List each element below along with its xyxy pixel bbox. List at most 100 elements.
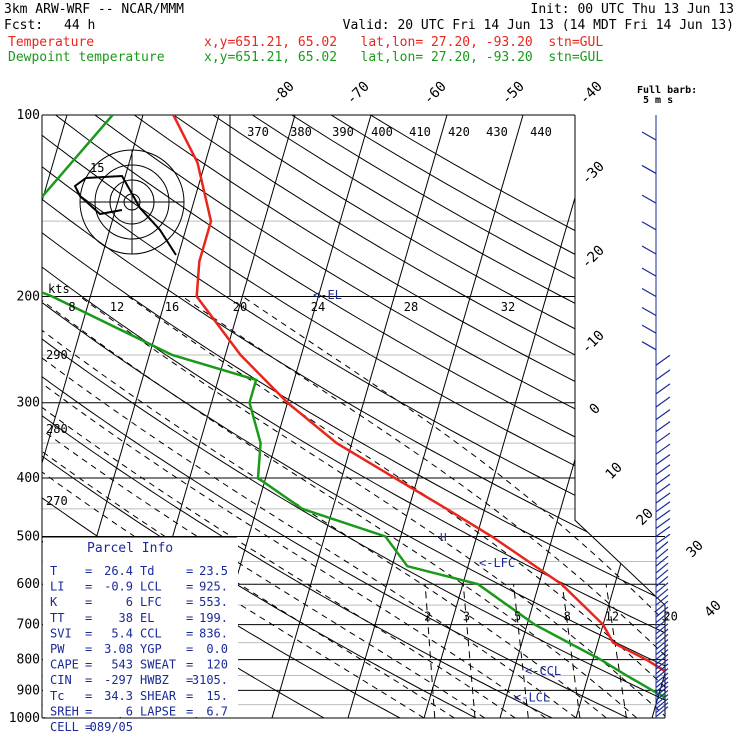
model-title: 3km ARW-WRF -- NCAR/MMM: [4, 2, 185, 17]
isotherm: [499, 115, 665, 718]
mixing-ratio-line: [605, 584, 627, 718]
parcel-key: Tc: [50, 689, 64, 703]
wind-barb: [655, 689, 669, 701]
parcel-eq: =: [85, 611, 92, 625]
wind-barb: [655, 588, 669, 600]
parcel-eq: =: [186, 642, 193, 656]
wind-barb: [641, 306, 657, 316]
parcel-value: 26.4: [104, 564, 133, 578]
wind-barb: [655, 443, 671, 455]
isotherm: [347, 115, 524, 718]
wind-barb: [655, 702, 669, 714]
mixing-ratio-line: [462, 584, 476, 718]
parcel-eq: =: [85, 704, 92, 718]
wind-barb: [655, 623, 669, 635]
parcel-eq: =: [85, 626, 92, 640]
wind-barb: [655, 474, 671, 485]
frame-right: [574, 115, 666, 718]
parcel-value: 15.: [206, 689, 228, 703]
parcel-key: SHEAR: [140, 689, 177, 703]
parcel-key: CCL: [140, 626, 162, 640]
wind-barb: [641, 194, 657, 204]
pressure-tick-label: 1000: [9, 711, 40, 726]
wind-barb: [655, 575, 669, 587]
isotherm: [271, 115, 448, 718]
wind-barb: [655, 562, 669, 574]
wind-barb: [655, 582, 669, 594]
parcel-value: 34.3: [104, 689, 133, 703]
theta-side-label: 280: [46, 422, 68, 436]
theta-tick-label: 410: [409, 125, 431, 139]
wind-barb: [641, 341, 657, 351]
isotherm: [423, 115, 600, 718]
moist-adiabat: [79, 296, 665, 718]
barb-legend-unit: 5 m s: [643, 95, 673, 106]
parcel-value: 3.08: [104, 642, 133, 656]
parcel-key: LAPSE: [140, 704, 176, 718]
wind-barb: [655, 454, 671, 466]
dewpoint-legend: Dewpoint temperature: [8, 50, 165, 65]
wind-barb: [655, 432, 671, 444]
theta-side-label: 270: [46, 494, 68, 508]
parcel-value: 199.: [199, 611, 228, 625]
level-annotation: <-LFC: [479, 556, 515, 570]
pressure-tick-label: 700: [17, 618, 40, 633]
wind-barb: [641, 245, 657, 255]
parcel-key: CAPE: [50, 658, 79, 672]
pressure-tick-label: 100: [17, 108, 40, 123]
parcel-value: -297: [104, 673, 133, 687]
pressure-tick-label: 400: [17, 471, 40, 486]
wind-barb: [655, 492, 671, 504]
pressure-tick-label: 900: [17, 683, 40, 698]
parcel-eq: =: [186, 626, 193, 640]
mixing-ratio-label: 3: [463, 610, 470, 624]
mixing-ratio-label: 2: [424, 610, 431, 624]
theta-tick-label: 430: [486, 125, 508, 139]
speed-unit-label: kts: [48, 282, 70, 296]
moist-adiabat: [42, 296, 607, 718]
moist-adiabat: [42, 296, 486, 718]
dewpoint-location: x,y=651.21, 65.02 lat,lon= 27.20, -93.20…: [204, 50, 604, 65]
parcel-key: K: [50, 595, 58, 609]
parcel-value: 925.: [199, 580, 228, 594]
wind-barb: [655, 706, 669, 718]
speed-tick-label: 16: [165, 300, 179, 314]
mixing-ratio-line: [513, 584, 529, 718]
theta-tick-label: 380: [290, 125, 312, 139]
wind-barb: [641, 164, 657, 174]
theta-tick-label: 420: [448, 125, 470, 139]
isotherm-tick-label: 40: [702, 598, 725, 621]
fcst-label: Fcst:: [4, 18, 44, 33]
theta-tick-label: 440: [530, 125, 552, 139]
parcel-value: 089/05: [90, 720, 133, 734]
wind-barb: [655, 694, 669, 706]
parcel-value: 553.: [199, 595, 228, 609]
wind-barb: [655, 369, 671, 381]
dry-adiabat: [94, 115, 665, 718]
hodograph-ring-label: 15: [90, 161, 104, 175]
speed-tick-label: 20: [233, 300, 247, 314]
pressure-tick-label: 600: [17, 577, 40, 592]
parcel-eq: =: [186, 580, 193, 594]
theta-tick-label: 390: [332, 125, 354, 139]
level-annotation: <-CCL: [525, 664, 561, 678]
parcel-key: HWBZ: [140, 673, 169, 687]
wind-barb: [655, 633, 669, 645]
wind-barb: [655, 555, 669, 567]
wind-barb: [655, 628, 669, 640]
wind-barb: [641, 324, 657, 334]
parcel-eq: =: [186, 689, 193, 703]
pressure-tick-label: 800: [17, 653, 40, 668]
dry-adiabat: [42, 115, 665, 718]
parcel-key: T: [50, 564, 57, 578]
wind-barb: [655, 606, 669, 618]
speed-tick-label: 28: [404, 300, 418, 314]
parcel-eq: =: [85, 658, 92, 672]
parcel-key: TT: [50, 611, 64, 625]
wind-barb: [655, 668, 669, 679]
isotherm-tick-label: -30: [579, 159, 608, 188]
wind-barb: [655, 569, 669, 581]
parcel-info-title: Parcel Info: [87, 541, 173, 556]
speed-tick-label: 12: [110, 300, 124, 314]
